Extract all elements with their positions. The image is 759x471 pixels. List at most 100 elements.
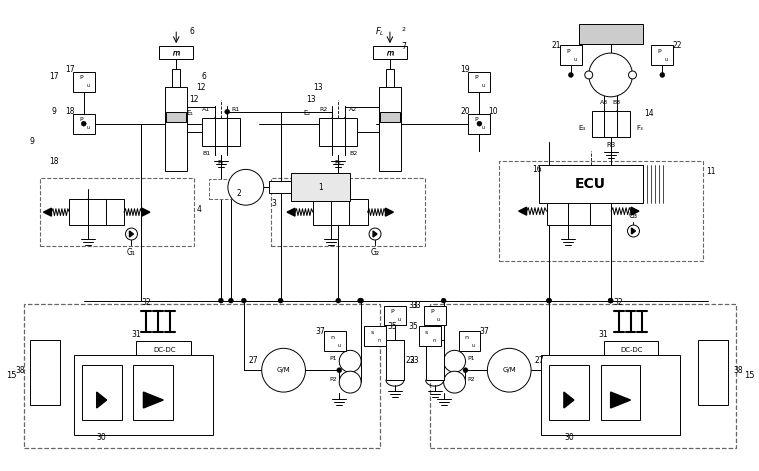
Text: 1: 1 xyxy=(318,183,323,192)
Text: u: u xyxy=(437,317,440,322)
Text: 23: 23 xyxy=(410,356,420,365)
Bar xyxy=(468,114,490,134)
Polygon shape xyxy=(564,392,574,408)
Text: 9: 9 xyxy=(52,107,56,116)
Text: A1: A1 xyxy=(202,107,210,112)
Text: 22: 22 xyxy=(672,41,682,49)
Circle shape xyxy=(660,73,665,77)
Circle shape xyxy=(81,121,87,126)
Text: 32: 32 xyxy=(614,298,623,307)
Circle shape xyxy=(608,298,613,303)
Text: m: m xyxy=(172,49,180,57)
Circle shape xyxy=(225,109,230,114)
Text: E₃: E₃ xyxy=(578,125,585,130)
Polygon shape xyxy=(386,208,393,216)
Circle shape xyxy=(219,298,223,303)
Bar xyxy=(24,304,380,448)
Text: P: P xyxy=(474,75,478,81)
Bar xyxy=(73,114,95,134)
Text: 27: 27 xyxy=(249,356,259,365)
Text: 38: 38 xyxy=(15,365,25,375)
Text: P2: P2 xyxy=(468,377,475,382)
Text: 18: 18 xyxy=(49,157,58,166)
Text: P1: P1 xyxy=(329,356,337,361)
Circle shape xyxy=(477,121,482,126)
Bar xyxy=(166,112,186,122)
Circle shape xyxy=(339,350,361,372)
Bar xyxy=(159,46,193,59)
Text: 17: 17 xyxy=(49,73,58,81)
Bar xyxy=(271,179,425,246)
Polygon shape xyxy=(518,207,527,215)
Bar xyxy=(560,45,582,65)
Text: 16: 16 xyxy=(532,165,542,174)
Circle shape xyxy=(337,368,342,373)
Bar xyxy=(332,118,345,146)
Circle shape xyxy=(608,298,613,303)
Text: 37: 37 xyxy=(316,327,325,336)
Bar xyxy=(165,87,187,171)
Text: G₃: G₃ xyxy=(629,211,638,219)
Text: DC-DC: DC-DC xyxy=(153,347,175,353)
Text: 4: 4 xyxy=(197,205,201,214)
Circle shape xyxy=(241,298,246,303)
Text: u: u xyxy=(573,57,576,62)
Text: 20: 20 xyxy=(461,107,471,116)
Bar xyxy=(549,365,589,420)
Text: n: n xyxy=(432,338,435,343)
Circle shape xyxy=(262,349,305,392)
Text: 23: 23 xyxy=(405,356,414,365)
Text: n: n xyxy=(330,335,334,340)
Text: 13: 13 xyxy=(307,95,317,104)
Bar xyxy=(419,326,441,346)
Circle shape xyxy=(628,71,637,79)
Bar xyxy=(331,199,349,225)
Polygon shape xyxy=(96,392,106,408)
Polygon shape xyxy=(142,208,150,216)
Text: 30: 30 xyxy=(97,433,106,442)
Bar xyxy=(69,199,87,225)
Polygon shape xyxy=(143,392,163,408)
Text: 38: 38 xyxy=(733,365,743,375)
Bar xyxy=(227,118,240,146)
Bar xyxy=(386,69,394,87)
Polygon shape xyxy=(631,228,635,234)
Text: DC-DC: DC-DC xyxy=(620,347,643,353)
Bar xyxy=(40,179,194,246)
Text: ECU: ECU xyxy=(575,177,606,191)
Bar xyxy=(291,173,350,201)
Text: 27: 27 xyxy=(534,356,544,365)
Circle shape xyxy=(228,170,263,205)
Text: 10: 10 xyxy=(489,107,498,116)
Bar xyxy=(426,341,443,380)
Text: 35: 35 xyxy=(387,322,397,331)
Text: u: u xyxy=(87,83,90,89)
Text: 33: 33 xyxy=(408,301,417,310)
Bar xyxy=(82,365,121,420)
Text: 30: 30 xyxy=(564,433,574,442)
Bar xyxy=(603,341,658,359)
Text: F₂: F₂ xyxy=(335,161,342,166)
Bar xyxy=(386,341,404,380)
Circle shape xyxy=(278,298,283,303)
Bar xyxy=(430,304,736,448)
Text: R3: R3 xyxy=(606,142,616,147)
Text: m: m xyxy=(173,49,180,56)
Text: E₂: E₂ xyxy=(304,110,311,116)
Text: B1: B1 xyxy=(202,151,210,156)
Text: P2: P2 xyxy=(329,377,337,382)
Bar xyxy=(604,111,617,137)
Bar xyxy=(209,179,231,199)
Polygon shape xyxy=(287,208,295,216)
Text: P: P xyxy=(79,117,83,122)
Bar xyxy=(468,72,490,92)
Text: $F_L$: $F_L$ xyxy=(375,26,385,39)
Text: 18: 18 xyxy=(65,107,74,116)
Text: P: P xyxy=(566,49,570,54)
Text: 15: 15 xyxy=(5,371,16,380)
Bar xyxy=(373,46,407,59)
Text: F₁: F₁ xyxy=(218,161,225,166)
Bar xyxy=(324,332,346,351)
Bar xyxy=(202,118,215,146)
Text: R2: R2 xyxy=(320,107,327,112)
